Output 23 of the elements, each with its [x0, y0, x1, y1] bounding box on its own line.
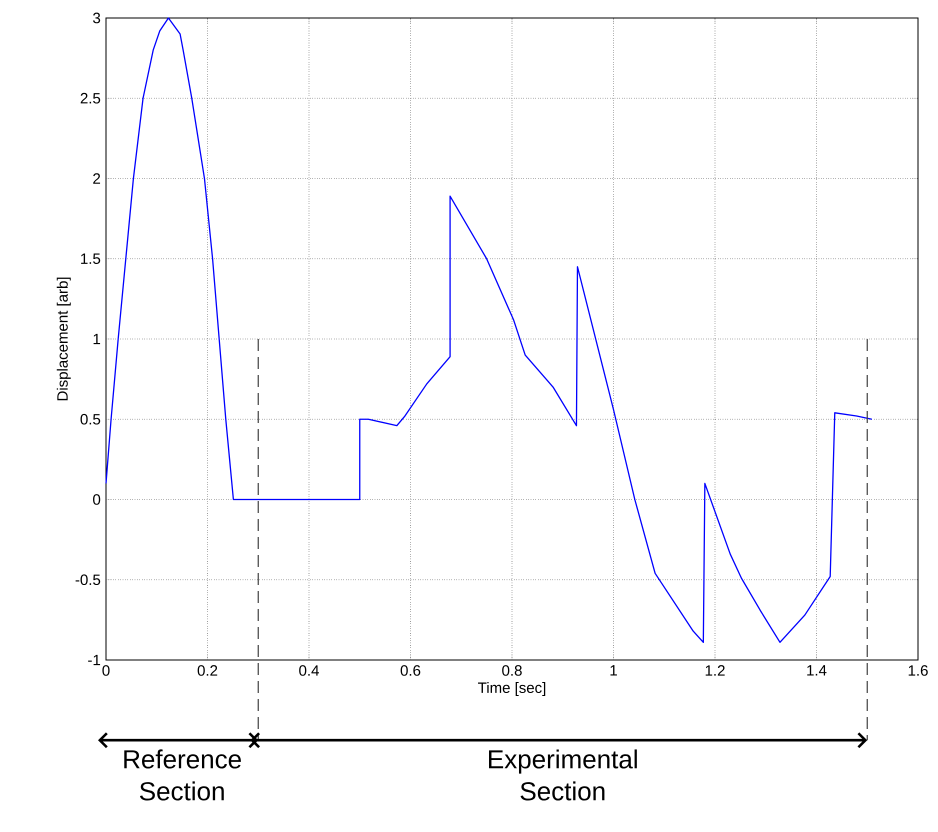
text: Experimental Section [489, 749, 637, 801]
x-tick-label: 1.4 [807, 665, 826, 676]
y-tick-label: 0.5 [80, 414, 100, 425]
x-tick-label: 0.4 [299, 665, 319, 676]
y-tick-label: 1 [94, 334, 100, 344]
y-tick-label: 2.5 [80, 92, 100, 104]
x-tick-label: 0.8 [502, 665, 522, 676]
y-tick-label: 3 [93, 12, 100, 24]
x-axis-title: Time [sec] [478, 682, 546, 696]
y-axis-title: Displacement [arb] [56, 278, 71, 400]
y-tick-label: 2 [93, 173, 100, 184]
text: Reference Section [124, 749, 241, 800]
x-tick-label: 0 [102, 665, 110, 676]
line-series [105, 17, 872, 643]
y-tick-label: 1.5 [81, 254, 100, 264]
y-tick-label: -1 [88, 654, 100, 666]
x-tick-label: 0.2 [198, 665, 218, 676]
y-tick-label: -0.5 [76, 574, 100, 586]
x-tick-label: 0.6 [400, 665, 420, 676]
x-tick-label: 1.6 [908, 665, 928, 676]
x-tick-label: 1 [610, 665, 617, 676]
y-tick-label: 0 [93, 494, 100, 505]
x-tick-label: 1.2 [706, 665, 725, 676]
